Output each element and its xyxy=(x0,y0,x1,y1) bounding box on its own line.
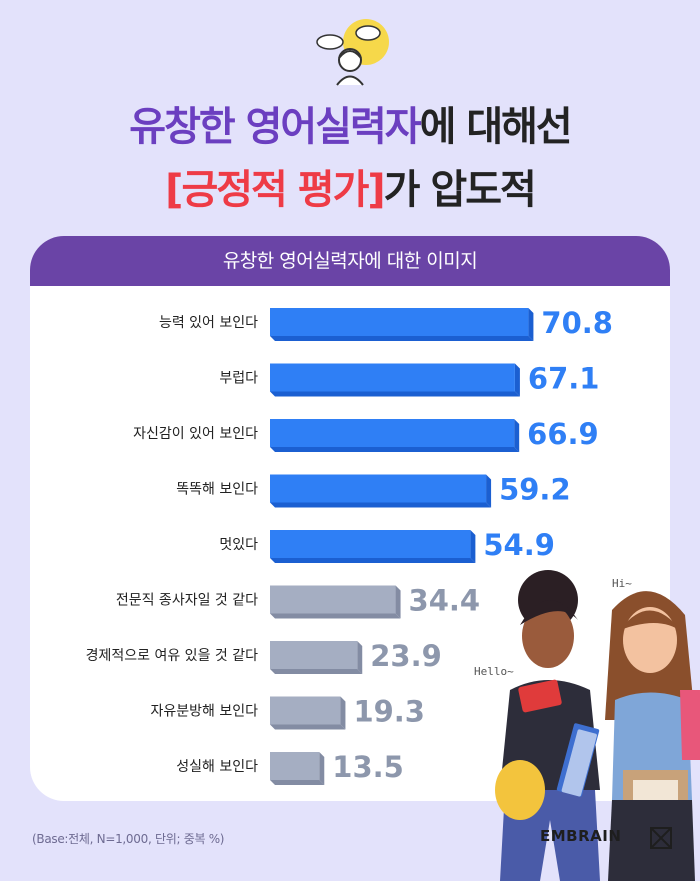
chart-title: 유창한 영어실력자에 대한 이미지 xyxy=(30,236,670,286)
bar-side xyxy=(395,585,401,619)
bar-shadow xyxy=(270,613,401,619)
footnote: (Base:전체, N=1,000, 단위; 중복 %) xyxy=(32,832,225,846)
category-label: 자유분방해 보인다 xyxy=(151,704,259,720)
category-label: 전문직 종사자일 것 같다 xyxy=(116,593,258,609)
value-label: 59.2 xyxy=(499,473,571,507)
bar xyxy=(270,363,515,392)
page-title-line2: [긍정적 평가]가 압도적 xyxy=(0,170,700,210)
bar-shadow xyxy=(270,724,346,730)
bar-shadow xyxy=(270,780,325,785)
bar-shadow xyxy=(270,558,476,563)
bar-side xyxy=(514,419,520,452)
bar-side xyxy=(486,474,492,508)
category-label: 멋있다 xyxy=(219,537,258,553)
brand-mark-icon xyxy=(650,827,672,849)
chart-card: 유창한 영어실력자에 대한 이미지 능력 있어 보인다 70.8 부럽다 67.1 자신… xyxy=(30,236,670,801)
title-highlight: 유창한 영어실력자 xyxy=(129,104,421,150)
title-rest: 에 대해선 xyxy=(419,104,573,150)
bar-chart: 능력 있어 보인다 70.8 부럽다 67.1 자신감이 있어 보인다 66.9 똑똑해 보… xyxy=(86,306,613,785)
bar-side xyxy=(340,696,346,730)
bar xyxy=(270,585,396,614)
bar xyxy=(270,530,471,558)
value-label: 67.1 xyxy=(528,362,600,396)
bar xyxy=(270,474,487,503)
title-emphasis: [긍정적 평가] xyxy=(165,167,385,213)
bar-shadow xyxy=(270,502,492,508)
bar xyxy=(270,752,320,780)
category-label: 부럽다 xyxy=(219,371,258,387)
category-label: 성실해 보인다 xyxy=(176,759,258,775)
bar-shadow xyxy=(270,447,520,452)
category-label: 자신감이 있어 보인다 xyxy=(133,426,258,442)
value-label: 70.8 xyxy=(541,306,613,340)
category-label: 경제적으로 여유 있을 것 같다 xyxy=(86,648,258,664)
bar xyxy=(270,696,341,725)
bar-side xyxy=(357,641,363,674)
value-label: 19.3 xyxy=(353,695,425,729)
category-label: 똑똑해 보인다 xyxy=(176,482,258,498)
bar-side xyxy=(319,752,325,785)
value-label: 34.4 xyxy=(409,584,481,618)
bar xyxy=(270,419,515,447)
bar-shadow xyxy=(270,669,363,674)
value-label: 23.9 xyxy=(370,639,442,673)
bar-side xyxy=(514,363,520,397)
bar xyxy=(270,641,358,669)
bar-side xyxy=(528,308,534,341)
bar-shadow xyxy=(270,391,520,397)
bar-side xyxy=(470,530,476,563)
title-rest-2: 가 압도적 xyxy=(383,167,537,213)
category-label: 능력 있어 보인다 xyxy=(159,315,258,331)
person-speech-icon xyxy=(316,19,389,86)
speech-hi: Hi~ xyxy=(612,577,632,590)
page-title-line1: 유창한 영어실력자에 대해선 xyxy=(0,107,700,147)
bar-shadow xyxy=(270,336,534,341)
brand-logo: EMBRAIN xyxy=(540,827,622,845)
value-label: 13.5 xyxy=(332,750,404,784)
value-label: 66.9 xyxy=(527,417,599,451)
speech-hello: Hello~ xyxy=(474,665,514,678)
value-label: 54.9 xyxy=(483,528,555,562)
bar xyxy=(270,308,529,336)
